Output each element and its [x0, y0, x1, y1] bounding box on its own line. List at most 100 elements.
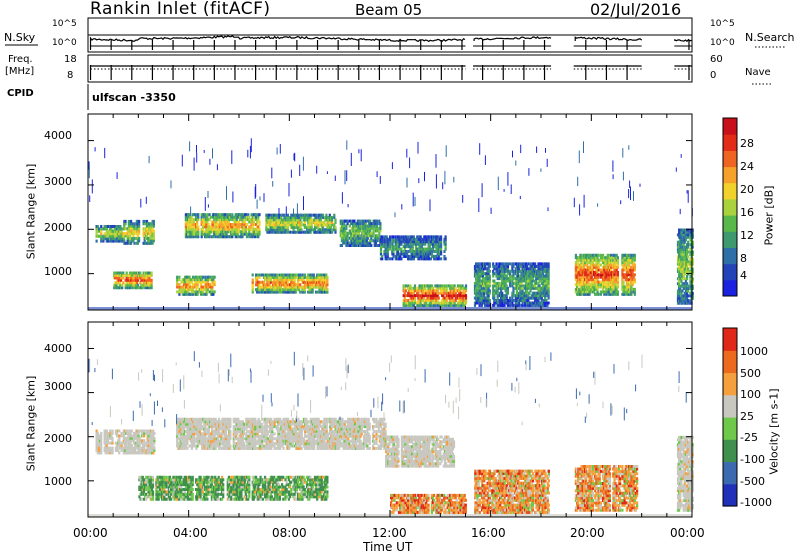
- scatter-cell: [485, 277, 488, 281]
- scatter-cell: [443, 303, 446, 307]
- scatter-cell: [449, 284, 452, 288]
- scatter-cell: [200, 235, 203, 239]
- scatter-cell: [105, 225, 108, 228]
- scatter-cell: [691, 287, 694, 290]
- scatter-cell: [143, 239, 146, 243]
- scatter-cell: [304, 230, 308, 234]
- nsearch-label: N.Search: [745, 31, 795, 44]
- scatter-cell: [477, 269, 480, 273]
- scatter-cell: [119, 227, 122, 231]
- scatter-cell: [453, 284, 456, 288]
- scatter-cell: [302, 288, 305, 292]
- scatter-cell: [309, 280, 312, 284]
- scatter-cell: [185, 285, 188, 289]
- scatter-cell: [678, 294, 681, 298]
- scatter-cell: [547, 291, 550, 295]
- scatter-cell: [291, 276, 294, 279]
- scatter-cell: [509, 272, 512, 276]
- scatter-cell: [273, 213, 276, 217]
- scatter-cell: [518, 277, 521, 281]
- scatter-cell: [684, 248, 687, 251]
- scatter-cell: [632, 280, 635, 284]
- scatter-cell: [123, 232, 126, 236]
- scatter-cell: [192, 232, 195, 236]
- scatter-cell: [683, 240, 686, 244]
- scatter-cell: [495, 264, 498, 268]
- scatter-cell: [222, 227, 225, 231]
- scatter-cell: [686, 248, 689, 251]
- scatter-cell: [515, 262, 518, 266]
- scatter-cell: [680, 279, 683, 283]
- scatter-cell: [284, 228, 287, 232]
- scatter-cell: [691, 270, 694, 273]
- scatter-cell: [444, 247, 447, 251]
- scatter-cell: [475, 286, 478, 290]
- scatter-cell: [258, 276, 261, 279]
- scatter-cell: [480, 264, 483, 268]
- scatter-cell: [340, 224, 343, 228]
- scatter-cell: [432, 235, 435, 239]
- noise-streak: [216, 164, 218, 171]
- scatter-cell: [537, 281, 540, 285]
- noise-streak: [278, 208, 280, 219]
- scatter-cell: [421, 242, 424, 246]
- scatter-cell: [120, 276, 123, 280]
- scatter-cell: [515, 281, 518, 285]
- scatter-cell: [287, 285, 290, 289]
- scatter-cell: [412, 257, 415, 261]
- scatter-cell: [630, 268, 633, 272]
- scatter-cell: [605, 280, 608, 284]
- scatter-cell: [195, 290, 198, 294]
- scatter-cell: [421, 289, 424, 293]
- scatter-cell: [316, 290, 319, 294]
- scatter-cell: [487, 272, 490, 276]
- scatter-cell: [591, 256, 594, 260]
- scatter-cell: [532, 262, 535, 266]
- scatter-cell: [248, 218, 251, 222]
- scatter-cell: [511, 301, 514, 305]
- scatter-cell: [280, 221, 283, 224]
- scatter-cell: [574, 290, 577, 294]
- scatter-cell: [197, 225, 200, 229]
- scatter-cell: [680, 238, 683, 242]
- scatter-cell: [136, 283, 140, 287]
- scatter-cell: [294, 290, 297, 294]
- scatter-cell: [522, 269, 525, 273]
- scatter-cell: [109, 239, 112, 243]
- scatter-cell: [682, 255, 685, 259]
- scatter-cell: [529, 262, 532, 266]
- scatter-cell: [205, 220, 208, 224]
- noise-streak: [347, 204, 349, 208]
- scatter-feature: [339, 219, 382, 247]
- scatter-cell: [253, 227, 256, 231]
- scatter-cell: [251, 225, 254, 229]
- scatter-cell: [509, 281, 512, 285]
- scatter-cell: [308, 230, 311, 234]
- scatter-cell: [381, 235, 384, 239]
- noise-streak: [481, 183, 483, 198]
- scatter-cell: [464, 289, 468, 293]
- scatter-cell: [403, 286, 406, 290]
- scatter-cell: [189, 230, 192, 234]
- scatter-cell: [498, 262, 501, 266]
- scatter-cell: [181, 285, 184, 289]
- noise-streak: [573, 197, 575, 208]
- scatter-cell: [681, 284, 684, 288]
- scatter-cell: [535, 286, 538, 290]
- scatter-cell: [631, 258, 634, 262]
- xtick-3: 12:00: [372, 526, 407, 540]
- scatter-cell: [604, 258, 607, 262]
- scatter-cell: [477, 299, 480, 302]
- scatter-cell: [211, 225, 215, 229]
- scatter-cell: [225, 218, 228, 222]
- scatter-cell: [531, 303, 534, 307]
- scatter-cell: [502, 281, 505, 285]
- scatter-cell: [345, 244, 348, 247]
- scatter-cell: [423, 294, 426, 298]
- scatter-cell: [418, 257, 421, 261]
- scatter-cell: [381, 240, 384, 244]
- scatter-cell: [585, 273, 588, 277]
- scatter-cell: [319, 273, 322, 277]
- scatter-cell: [343, 241, 346, 245]
- scatter-cell: [606, 253, 609, 257]
